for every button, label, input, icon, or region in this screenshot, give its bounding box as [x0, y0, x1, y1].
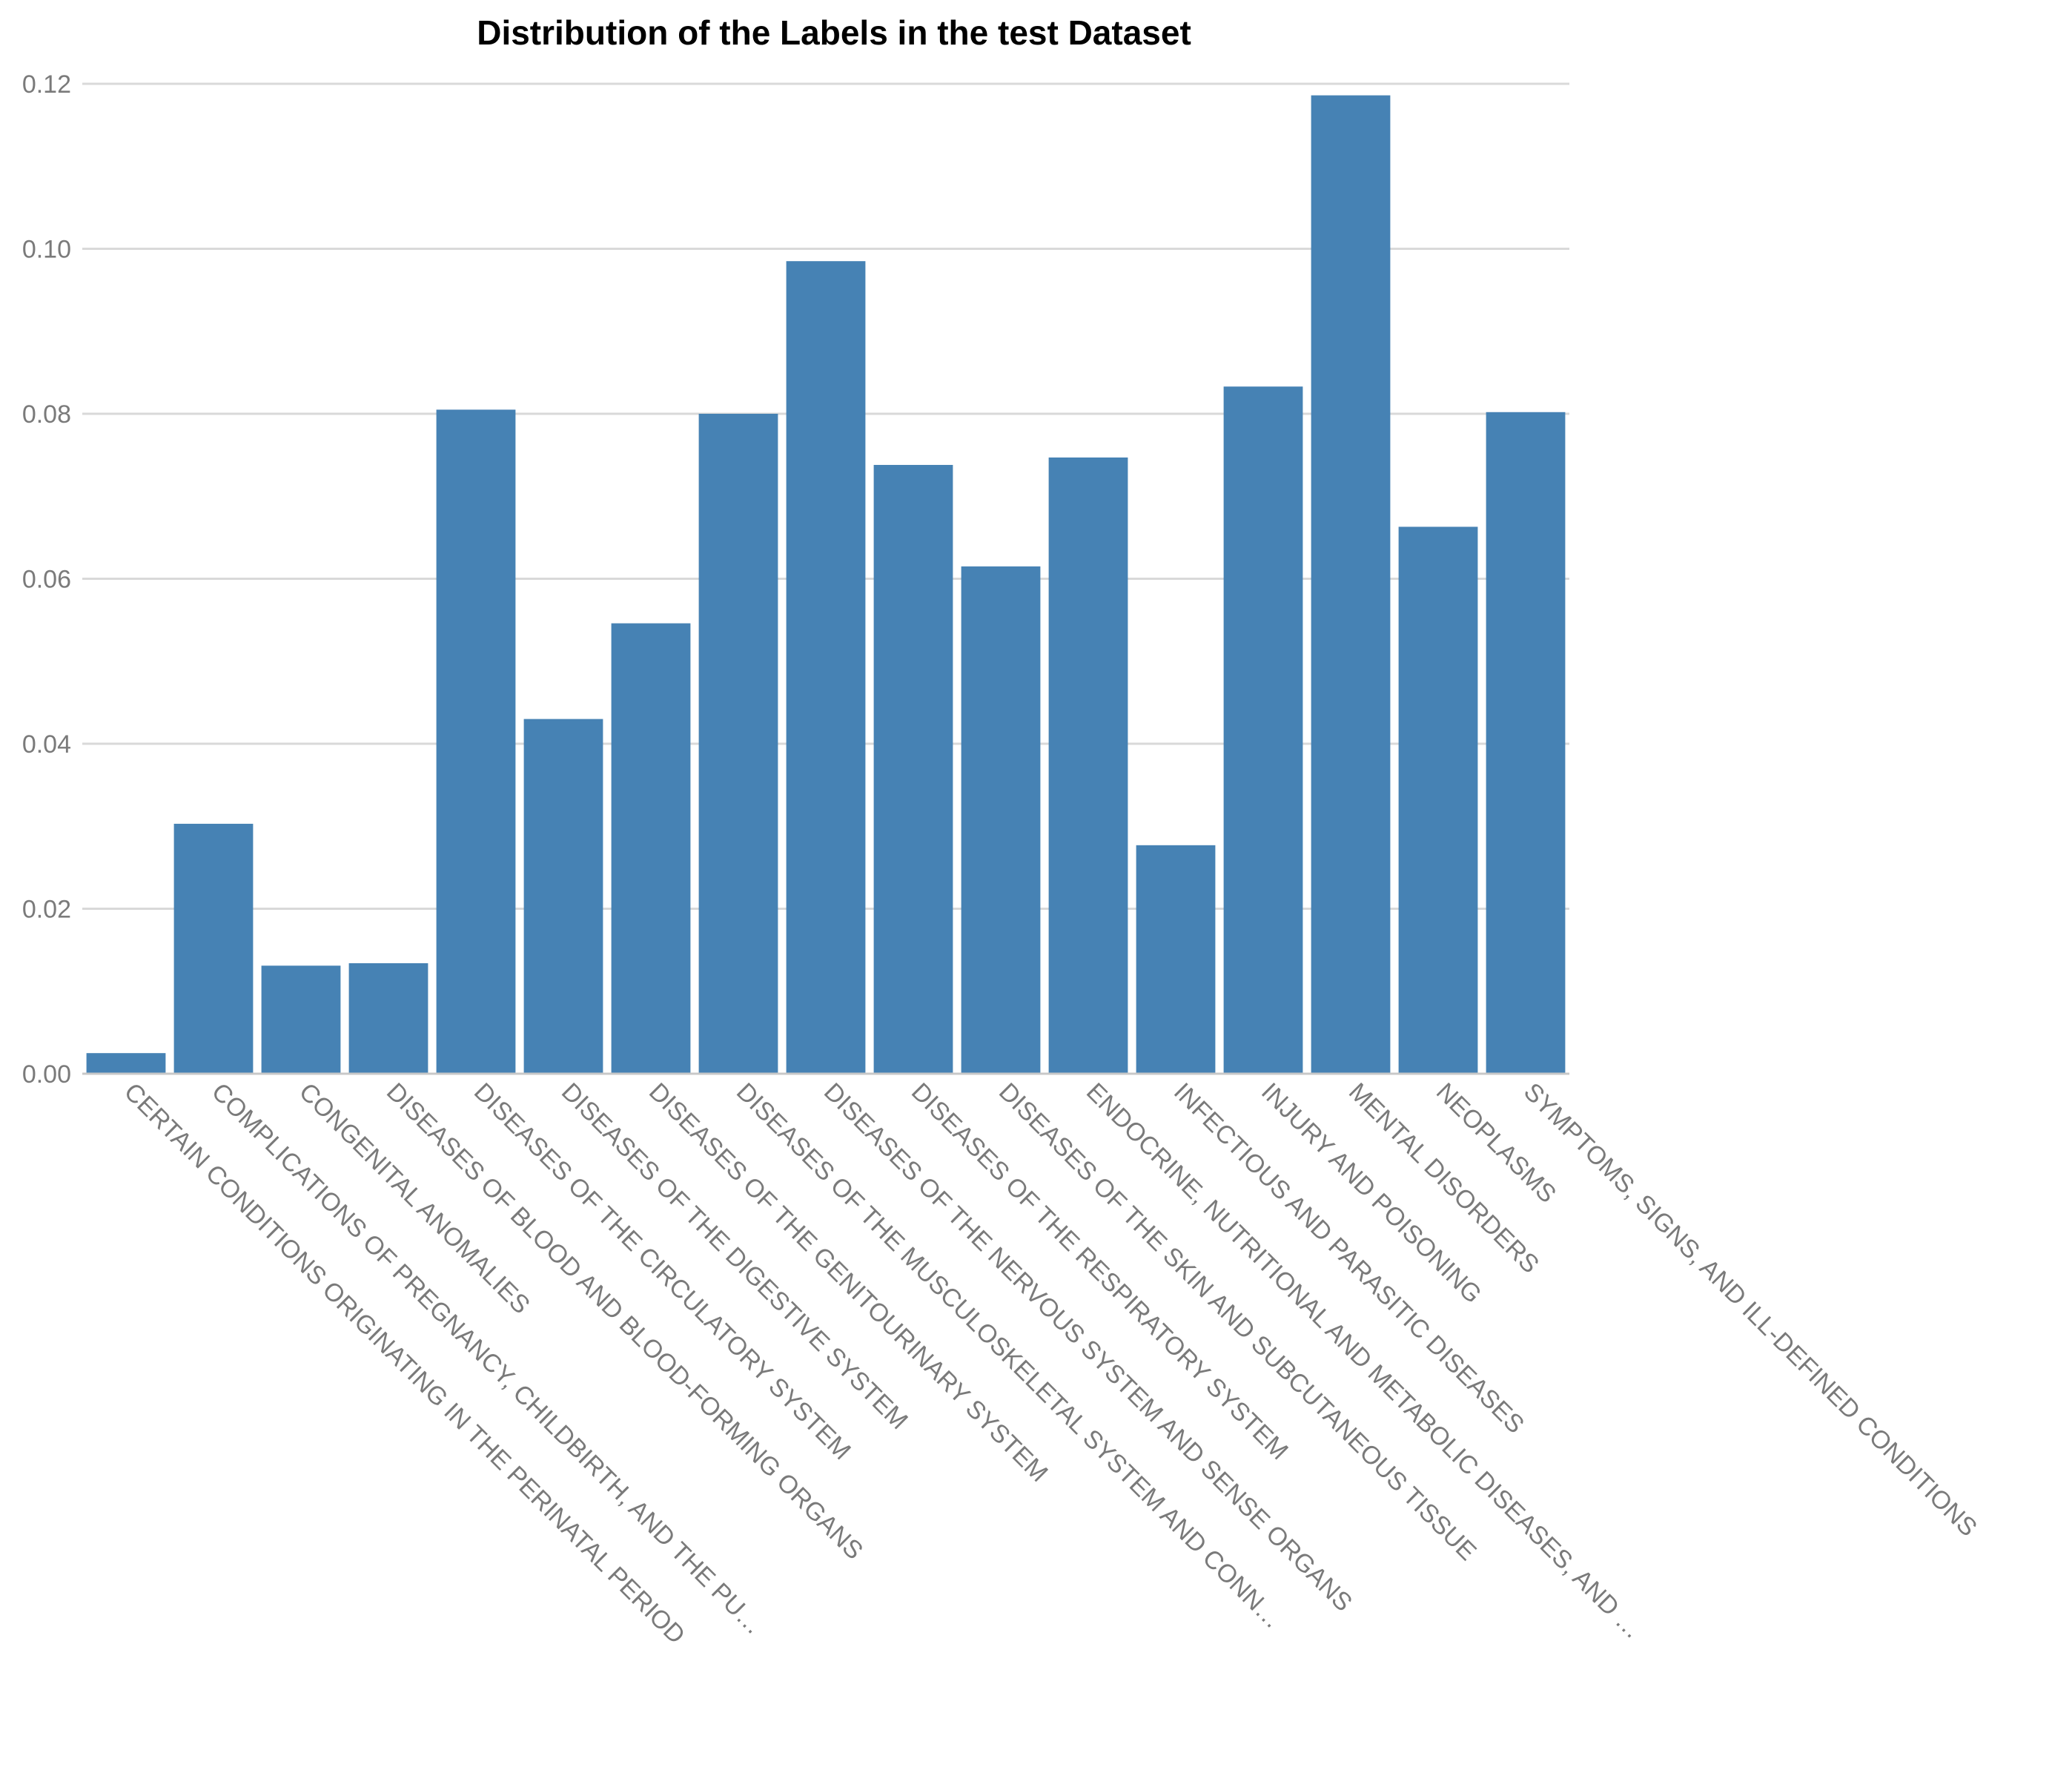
y-tick-label: 0.08	[22, 400, 71, 429]
y-tick-label: 0.12	[22, 70, 71, 99]
bar	[961, 566, 1041, 1074]
y-tick-label: 0.10	[22, 236, 71, 264]
chart-title: Distribution of the Labels in the test D…	[477, 13, 1191, 52]
x-tick-label: CERTAIN CONDITIONS ORIGINATING IN THE PE…	[119, 1077, 690, 1649]
y-tick-label: 0.06	[22, 566, 71, 594]
bar	[1311, 95, 1391, 1074]
bar	[348, 963, 428, 1074]
bar	[173, 823, 254, 1074]
bar	[1398, 526, 1478, 1074]
bar	[86, 1053, 166, 1074]
x-tick-label: DISEASES OF THE GENITOURINARY SYSTEM	[643, 1077, 1053, 1488]
bar	[698, 414, 778, 1074]
bar	[1486, 412, 1566, 1074]
x-axis-category-labels: CERTAIN CONDITIONS ORIGINATING IN THE PE…	[119, 1077, 1982, 1649]
bar	[261, 965, 341, 1074]
bar	[523, 719, 603, 1074]
bar	[436, 409, 516, 1074]
y-tick-label: 0.04	[22, 730, 71, 759]
bar	[1048, 457, 1128, 1074]
bars	[86, 95, 1566, 1074]
bar	[786, 261, 866, 1074]
y-tick-label: 0.00	[22, 1060, 71, 1089]
x-tick-label: ENDOCRINE, NUTRITIONAL AND METABOLIC DIS…	[1081, 1077, 1647, 1644]
y-tick-label: 0.02	[22, 896, 71, 924]
bar	[873, 464, 953, 1074]
bar	[1136, 845, 1216, 1074]
x-tick-label: COMPLICATIONS OF PREGNANCY, CHILDBIRTH, …	[206, 1077, 768, 1640]
bar	[1223, 386, 1303, 1074]
bar	[611, 623, 691, 1074]
x-tick-label: SYMPTOMS, SIGNS, AND ILL-DEFINED CONDITI…	[1518, 1077, 1982, 1542]
y-axis-tick-labels: 0.00 0.02 0.04 0.06 0.08 0.10 0.12	[22, 70, 71, 1089]
